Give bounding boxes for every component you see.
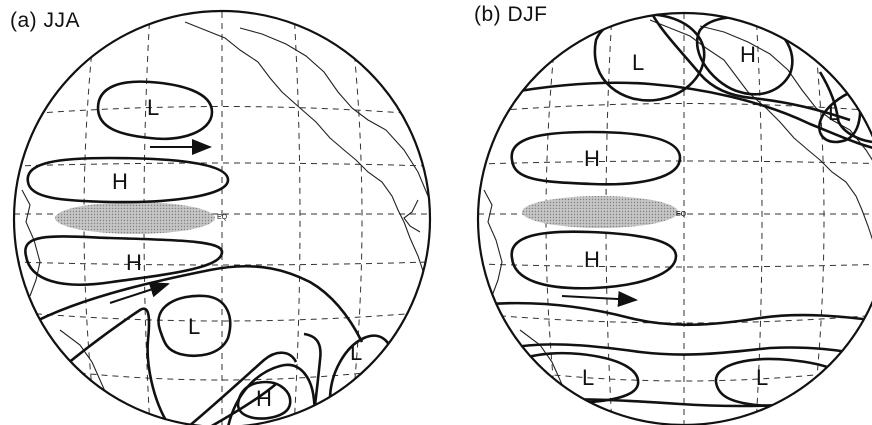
panel-b-heating-region (522, 196, 678, 228)
panel-a-high-1: H (112, 169, 128, 194)
panel-a-globe: L H H L H L EQ (12, 9, 432, 425)
panel-a-contours (19, 80, 394, 425)
panel-a-low-3: L (350, 340, 362, 365)
panel-b-low-4: L (756, 365, 768, 390)
panel-b-low-2: L (828, 100, 840, 125)
panel-a-heating-region (55, 202, 215, 234)
panel-a-low-2: L (188, 314, 200, 339)
panel-b-high-2: H (584, 247, 600, 272)
panel-b-high-1: H (584, 146, 600, 171)
panel-b-high-3: H (740, 42, 756, 67)
panel-a-globe-outline (12, 9, 432, 425)
panel-b-title: (b) DJF (474, 3, 548, 26)
panel-a-title: (a) JJA (10, 9, 81, 32)
panel-b-globe-outline (476, 11, 872, 425)
panel-b-arrow (561, 291, 638, 308)
panel-a-high-2: H (126, 250, 142, 275)
panel-b-low-1: L (632, 50, 644, 75)
panel-a-arrow-lower (109, 282, 170, 304)
panel-b-graticule (478, 13, 872, 425)
panel-b-globe: H H H L L L L EQ (476, 11, 872, 425)
panel-a-equator-label: EQ (217, 214, 228, 221)
panel-a-low-1: L (147, 95, 159, 120)
panel-b-low-3: L (582, 365, 594, 390)
panel-b-equator-label: EQ (676, 211, 687, 218)
panel-a-high-3: H (256, 386, 272, 411)
